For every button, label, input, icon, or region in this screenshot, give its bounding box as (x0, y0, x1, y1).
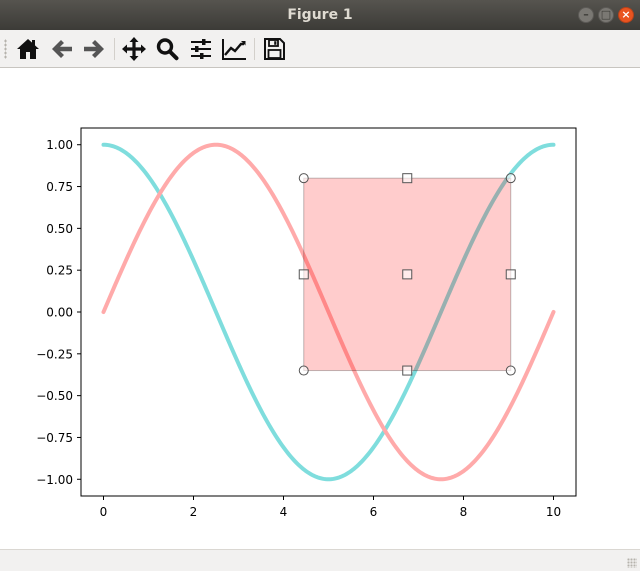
toolbar-separator (114, 38, 115, 60)
home-icon (17, 39, 39, 59)
magnifier-icon (156, 38, 179, 61)
maximize-button[interactable]: □ (598, 7, 614, 23)
subplots-button[interactable] (188, 36, 214, 62)
x-tick-label: 6 (370, 505, 378, 519)
pan-button[interactable] (121, 36, 147, 62)
y-tick-label: 0.75 (46, 180, 73, 194)
selector-corner-handle[interactable] (298, 365, 309, 376)
toolbar-grip[interactable] (4, 39, 7, 59)
back-button[interactable] (49, 36, 75, 62)
save-button[interactable] (261, 36, 287, 62)
x-tick-label: 2 (190, 505, 198, 519)
selector-corner-handle[interactable] (505, 173, 516, 184)
move-icon (122, 37, 146, 61)
cos-series-line (101, 142, 556, 482)
arrow-right-icon (84, 40, 104, 58)
arrow-left-icon (52, 40, 72, 58)
resize-grip[interactable] (627, 558, 637, 568)
selector-edge-handle[interactable] (505, 269, 516, 280)
y-tick-label: 1.00 (46, 138, 73, 152)
sliders-icon (191, 39, 211, 59)
status-bar (0, 549, 640, 571)
window-titlebar[interactable]: Figure 1 – □ × (0, 0, 640, 30)
y-tick-label: −0.50 (36, 389, 73, 403)
x-tick-label: 10 (546, 505, 561, 519)
close-icon: × (621, 8, 631, 21)
window-title: Figure 1 (287, 7, 353, 23)
minimize-icon: – (583, 8, 589, 21)
close-button[interactable]: × (618, 7, 634, 23)
minimize-button[interactable]: – (578, 7, 594, 23)
x-tick-label: 4 (280, 505, 288, 519)
y-tick-label: −1.00 (36, 473, 73, 487)
home-button[interactable] (15, 36, 41, 62)
selector-edge-handle[interactable] (402, 269, 413, 280)
figure-canvas[interactable]: 0 2 4 6 8 10 1.00 0.75 0.50 0.25 0.00 −0.25 −0.50 −0.… (0, 68, 640, 549)
line-chart-icon (222, 39, 246, 60)
navigation-toolbar (0, 30, 640, 68)
sin-series-line (101, 142, 556, 482)
floppy-icon (264, 38, 285, 60)
y-tick-label: −0.75 (36, 431, 73, 445)
toolbar-separator (254, 38, 255, 60)
edit-axes-button[interactable] (221, 36, 247, 62)
y-tick-label: 0.50 (46, 222, 73, 236)
y-tick-label: −0.25 (36, 347, 73, 361)
forward-button[interactable] (81, 36, 107, 62)
selector-corner-handle[interactable] (505, 365, 516, 376)
plot-area[interactable]: 0 2 4 6 8 10 1.00 0.75 0.50 0.25 0.00 −0.25 −0.50 −0.… (0, 68, 640, 549)
selector-edge-handle[interactable] (298, 269, 309, 280)
maximize-icon: □ (600, 8, 612, 21)
y-tick-label: 0.25 (46, 264, 73, 278)
y-tick-label: 0.00 (46, 306, 73, 320)
selector-corner-handle[interactable] (298, 173, 309, 184)
selector-edge-handle[interactable] (402, 365, 413, 376)
zoom-button[interactable] (154, 36, 180, 62)
x-tick-label: 0 (100, 505, 108, 519)
selector-edge-handle[interactable] (402, 173, 413, 184)
x-tick-label: 8 (460, 505, 468, 519)
